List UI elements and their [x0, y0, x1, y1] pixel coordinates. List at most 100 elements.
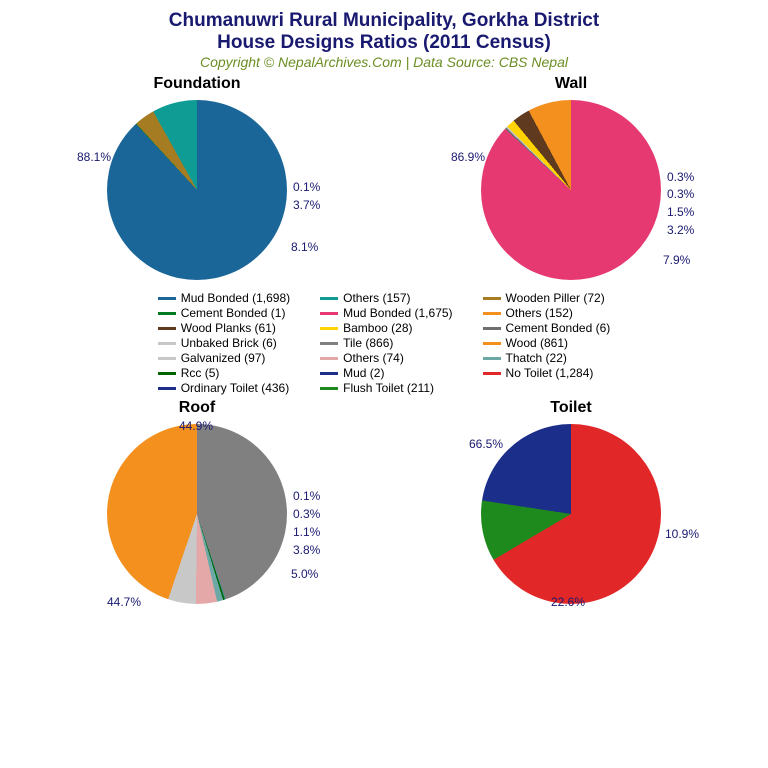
legend-item: Others (157) — [320, 291, 452, 305]
pie-wrap: 88.1% 0.1% 3.7% 8.1% — [77, 95, 317, 285]
pie — [107, 100, 287, 280]
pct-label: 3.8% — [293, 543, 320, 557]
legend-label: Rcc (5) — [181, 366, 220, 380]
pie-wrap: 44.9% 0.1% 0.3% 1.1% 3.8% 5.0% 44.7% — [77, 419, 317, 609]
pct-label: 7.9% — [663, 253, 690, 267]
subtitle: Copyright © NepalArchives.Com | Data Sou… — [10, 54, 758, 70]
legend-swatch — [483, 372, 501, 375]
legend-swatch — [483, 342, 501, 345]
title-line2: House Designs Ratios (2011 Census) — [10, 32, 758, 54]
legend-label: No Toilet (1,284) — [506, 366, 594, 380]
legend-item: Mud Bonded (1,675) — [320, 306, 452, 320]
pie-wrap: 66.5%10.9%22.6% — [451, 419, 691, 609]
legend-label: Mud Bonded (1,675) — [343, 306, 452, 320]
legend-swatch — [320, 387, 338, 390]
legend-swatch — [483, 357, 501, 360]
chart-roof: Roof 44.9% 0.1% 0.3% 1.1% 3.8% 5.0% 44.7% — [12, 399, 382, 609]
legend-item: Wood (861) — [483, 336, 611, 350]
legend-label: Thatch (22) — [506, 351, 567, 365]
legend-column: Mud Bonded (1,698)Cement Bonded (1)Wood … — [158, 291, 290, 395]
legend-label: Mud (2) — [343, 366, 384, 380]
chart-foundation: Foundation 88.1% 0.1% 3.7% 8.1% — [12, 75, 382, 285]
pct-label: 22.6% — [551, 595, 585, 609]
legend-swatch — [320, 312, 338, 315]
pct-label: 0.1% — [293, 180, 320, 194]
legend-label: Cement Bonded (1) — [181, 306, 286, 320]
legend-item: Rcc (5) — [158, 366, 290, 380]
legend-column: Wooden Piller (72)Others (152)Cement Bon… — [483, 291, 611, 395]
legend-item: Wooden Piller (72) — [483, 291, 611, 305]
legend-column: Others (157)Mud Bonded (1,675)Bamboo (28… — [320, 291, 452, 395]
chart-title: Roof — [179, 399, 215, 417]
legend-label: Flush Toilet (211) — [343, 381, 434, 395]
pct-label: 44.7% — [107, 595, 141, 609]
chart-toilet: Toilet 66.5%10.9%22.6% — [386, 399, 756, 609]
legend-item: Unbaked Brick (6) — [158, 336, 290, 350]
legend-swatch — [320, 357, 338, 360]
legend-label: Wooden Piller (72) — [506, 291, 605, 305]
chart-title: Foundation — [153, 75, 240, 93]
pct-label: 0.3% — [293, 507, 320, 521]
legend-item: Cement Bonded (1) — [158, 306, 290, 320]
legend-item: Wood Planks (61) — [158, 321, 290, 335]
legend-swatch — [320, 342, 338, 345]
legend-item: Galvanized (97) — [158, 351, 290, 365]
legend-swatch — [158, 312, 176, 315]
legend-label: Bamboo (28) — [343, 321, 412, 335]
legend-swatch — [158, 387, 176, 390]
legend-swatch — [158, 357, 176, 360]
chart-title: Wall — [555, 75, 587, 93]
legend-swatch — [158, 342, 176, 345]
legend-item: Thatch (22) — [483, 351, 611, 365]
legend-label: Wood (861) — [506, 336, 568, 350]
legend-swatch — [158, 372, 176, 375]
legend-label: Others (157) — [343, 291, 410, 305]
legend-item: Cement Bonded (6) — [483, 321, 611, 335]
legend-swatch — [483, 327, 501, 330]
pct-label: 44.9% — [179, 419, 213, 433]
pct-label: 10.9% — [665, 527, 699, 541]
pct-label: 0.3% — [667, 170, 694, 184]
pie — [481, 424, 661, 604]
pct-label: 0.1% — [293, 489, 320, 503]
legend-item: Tile (866) — [320, 336, 452, 350]
pie-wrap: 86.9%0.3%0.3%1.5%3.2%7.9% — [451, 95, 691, 285]
pct-label: 3.7% — [293, 198, 320, 212]
legend-item: Bamboo (28) — [320, 321, 452, 335]
legend-label: Galvanized (97) — [181, 351, 266, 365]
legend-swatch — [483, 312, 501, 315]
legend-item: Mud Bonded (1,698) — [158, 291, 290, 305]
legend-label: Tile (866) — [343, 336, 393, 350]
pct-label: 88.1% — [77, 150, 111, 164]
legend-swatch — [320, 327, 338, 330]
pct-label: 0.3% — [667, 187, 694, 201]
legend-label: Mud Bonded (1,698) — [181, 291, 290, 305]
legend-swatch — [158, 327, 176, 330]
pct-label: 86.9% — [451, 150, 485, 164]
legend-swatch — [320, 372, 338, 375]
row-top: Foundation 88.1% 0.1% 3.7% 8.1% Wall 86.9% 0… — [10, 75, 758, 285]
pie — [107, 424, 287, 604]
legend-label: Wood Planks (61) — [181, 321, 276, 335]
pct-label: 5.0% — [291, 567, 318, 581]
legend-item: No Toilet (1,284) — [483, 366, 611, 380]
legend-item: Others (74) — [320, 351, 452, 365]
chart-container: Chumanuwri Rural Municipality, Gorkha Di… — [0, 0, 768, 619]
pct-label: 1.1% — [293, 525, 320, 539]
legend: Mud Bonded (1,698)Cement Bonded (1)Wood … — [10, 291, 758, 395]
legend-swatch — [158, 297, 176, 300]
pct-label: 8.1% — [291, 240, 318, 254]
legend-item: Ordinary Toilet (436) — [158, 381, 290, 395]
row-bottom: Roof 44.9% 0.1% 0.3% 1.1% 3.8% 5.0% 44.7% Toil… — [10, 399, 758, 609]
legend-swatch — [483, 297, 501, 300]
legend-label: Others (152) — [506, 306, 573, 320]
legend-swatch — [320, 297, 338, 300]
legend-label: Cement Bonded (6) — [506, 321, 611, 335]
legend-label: Unbaked Brick (6) — [181, 336, 277, 350]
pct-label: 1.5% — [667, 205, 694, 219]
title-line1: Chumanuwri Rural Municipality, Gorkha Di… — [10, 10, 758, 32]
legend-label: Others (74) — [343, 351, 404, 365]
legend-item: Mud (2) — [320, 366, 452, 380]
legend-item: Others (152) — [483, 306, 611, 320]
chart-title: Toilet — [550, 399, 591, 417]
